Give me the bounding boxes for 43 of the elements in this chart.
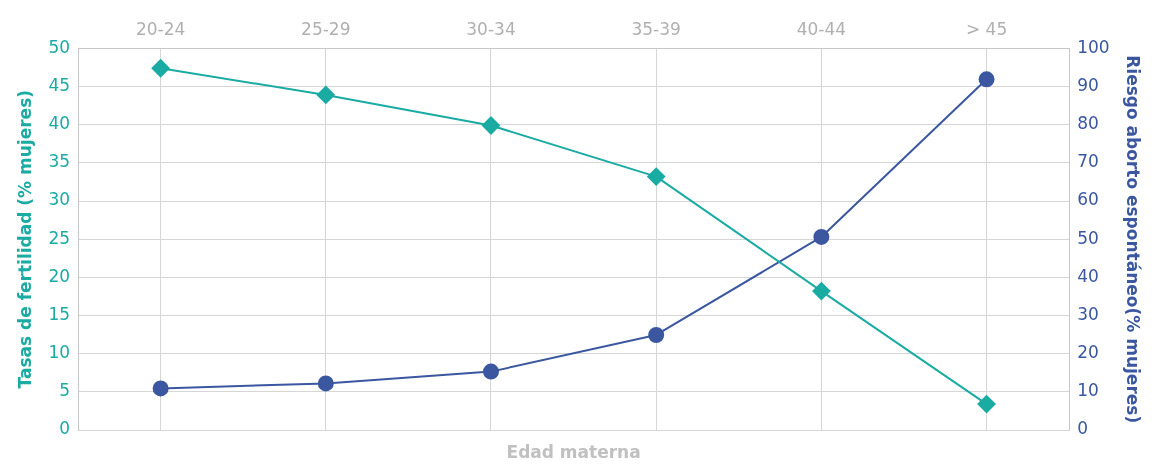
x-axis-title: Edad materna xyxy=(506,441,641,462)
point xyxy=(483,363,499,380)
point xyxy=(647,167,666,186)
y2-tick-label: 100 xyxy=(1077,36,1110,57)
y2-tick-label: 0 xyxy=(1077,418,1088,439)
x-tick-label: 20-24 xyxy=(135,18,186,39)
x-tick-label: > 45 xyxy=(965,18,1008,39)
y2-tick-label: 50 xyxy=(1077,227,1099,248)
y2-tick-label: 80 xyxy=(1077,113,1099,134)
y2-tick-label: 40 xyxy=(1077,265,1099,286)
y-tick-label: 25 xyxy=(48,227,71,248)
y-tick-label: 40 xyxy=(48,113,71,134)
point xyxy=(151,59,170,78)
point xyxy=(977,395,996,414)
point xyxy=(482,116,500,135)
y-tick-label: 35 xyxy=(48,151,71,172)
y-tick-label: 50 xyxy=(48,36,71,57)
y-tick-label: 10 xyxy=(48,342,71,363)
y-tick-label: 15 xyxy=(48,303,71,324)
x-tick-label: 30-34 xyxy=(466,18,516,39)
point xyxy=(812,282,831,301)
point xyxy=(648,326,665,343)
y2-tick-label: 20 xyxy=(1077,342,1099,363)
y2-tick-label: 10 xyxy=(1077,380,1099,401)
x-tick-label: 35-39 xyxy=(631,18,681,39)
point xyxy=(978,71,995,88)
y2-tick-label: 90 xyxy=(1077,74,1099,95)
y2-tick-label: 60 xyxy=(1077,189,1099,210)
y2-tick-label: 30 xyxy=(1077,303,1099,324)
y2-tick-label: 70 xyxy=(1077,151,1099,172)
y-tick-label: 20 xyxy=(48,265,71,286)
point xyxy=(317,375,334,392)
y-tick-label: 45 xyxy=(48,74,71,95)
y-tick-label: 5 xyxy=(59,380,71,401)
point xyxy=(152,380,169,397)
y-tick-label: 30 xyxy=(48,189,71,210)
x-tick-label: 25-29 xyxy=(301,18,351,39)
y-tick-label: 0 xyxy=(59,418,71,439)
y2-axis-title: Riesgo aborto espontáneo(% mujeres) xyxy=(1123,55,1144,424)
point xyxy=(813,228,830,245)
y-axis-title: Tasas de fertilidad (% mujeres) xyxy=(14,89,35,389)
x-tick-label: 40-44 xyxy=(796,18,847,39)
point xyxy=(316,85,335,104)
